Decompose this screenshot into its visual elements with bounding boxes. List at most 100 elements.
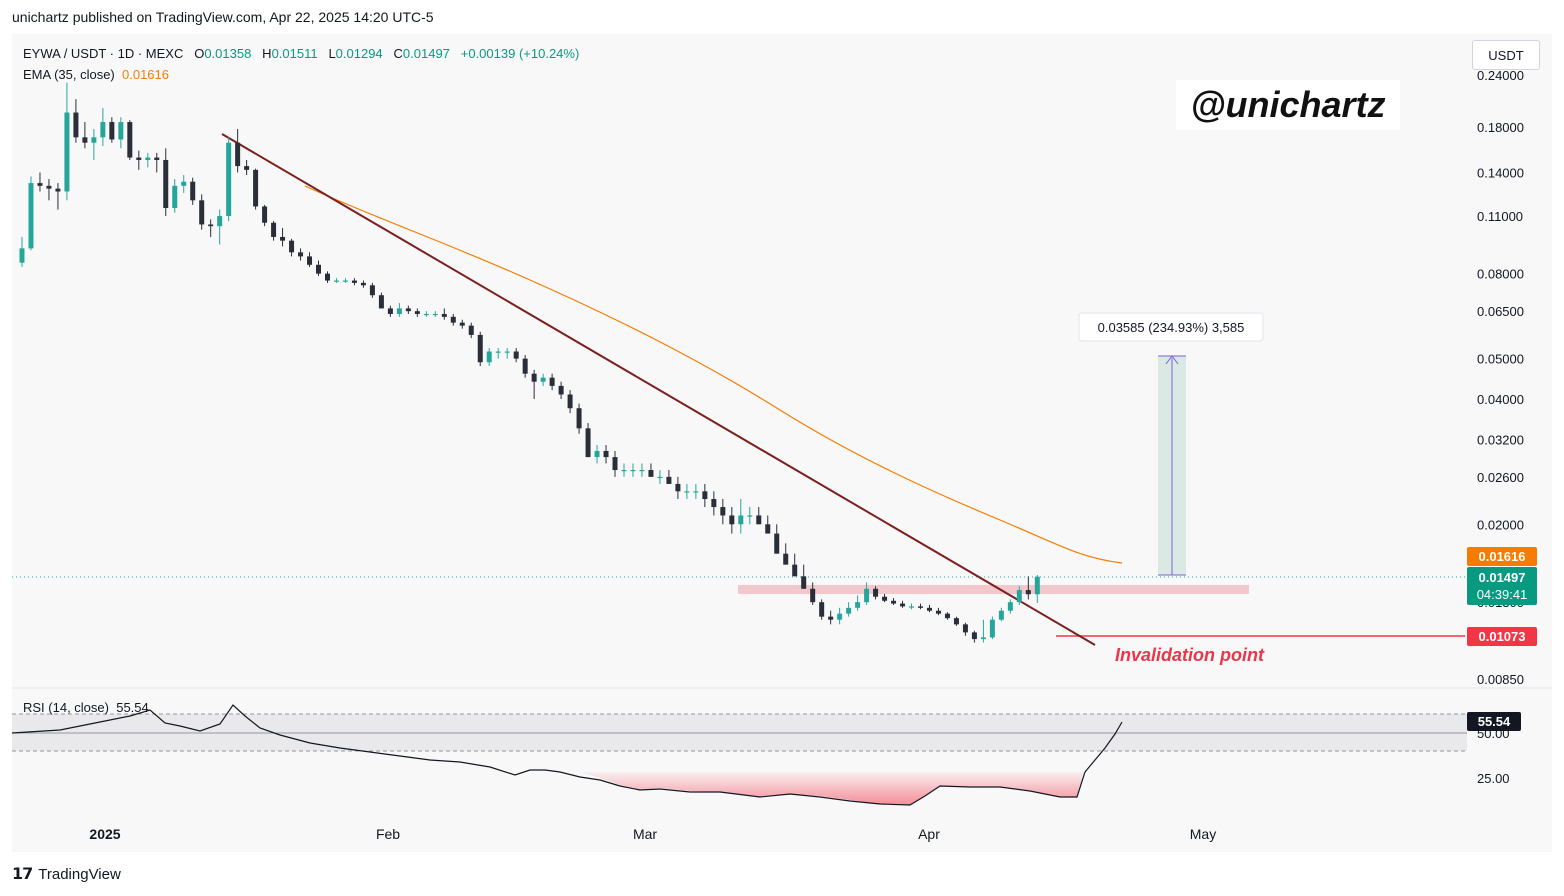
candle[interactable] <box>208 219 214 237</box>
candle[interactable] <box>333 278 339 283</box>
candle[interactable] <box>540 373 546 386</box>
candle[interactable] <box>612 450 618 477</box>
candle[interactable] <box>369 282 375 298</box>
candle[interactable] <box>621 463 627 477</box>
candle[interactable] <box>378 292 384 309</box>
candle[interactable] <box>73 99 79 143</box>
candle[interactable] <box>738 499 744 534</box>
candle[interactable] <box>657 470 663 484</box>
candle[interactable] <box>639 463 645 477</box>
candle[interactable] <box>387 305 393 317</box>
candle[interactable] <box>900 600 906 608</box>
candle[interactable] <box>477 331 483 366</box>
candle[interactable] <box>774 524 780 554</box>
footer-brand[interactable]: TradingView <box>38 865 121 883</box>
candle[interactable] <box>935 607 941 616</box>
candle[interactable] <box>181 175 187 193</box>
candle[interactable] <box>55 183 61 210</box>
candle[interactable] <box>82 122 88 149</box>
candle[interactable] <box>486 348 492 366</box>
candle[interactable] <box>172 179 178 213</box>
candle[interactable] <box>1025 576 1031 600</box>
candle[interactable] <box>163 148 169 217</box>
candle[interactable] <box>405 305 411 314</box>
candle[interactable] <box>441 308 447 320</box>
candle[interactable] <box>837 607 843 625</box>
candle[interactable] <box>244 159 250 176</box>
candle[interactable] <box>846 602 852 617</box>
candle[interactable] <box>513 348 519 363</box>
candle[interactable] <box>711 491 717 516</box>
candle[interactable] <box>603 445 609 464</box>
ema-legend[interactable]: EMA (35, close) 0.01616 <box>23 67 169 82</box>
candle[interactable] <box>459 319 465 329</box>
candle[interactable] <box>504 348 510 359</box>
candle[interactable] <box>576 403 582 434</box>
candle[interactable] <box>801 564 807 589</box>
candle[interactable] <box>702 483 708 508</box>
candle[interactable] <box>109 117 115 143</box>
candle[interactable] <box>909 603 915 610</box>
candle[interactable] <box>792 553 798 577</box>
candle[interactable] <box>199 194 205 230</box>
candle[interactable] <box>226 137 232 222</box>
candle[interactable] <box>989 616 995 640</box>
candle[interactable] <box>423 311 429 317</box>
candle[interactable] <box>262 204 268 227</box>
candle[interactable] <box>307 252 313 267</box>
candle[interactable] <box>280 227 286 247</box>
candle[interactable] <box>765 515 771 534</box>
candle[interactable] <box>891 598 897 605</box>
symbol-label[interactable]: EYWA / USDT · 1D · MEXC <box>23 46 184 61</box>
candle[interactable] <box>855 595 861 611</box>
candle[interactable] <box>190 177 196 205</box>
candle[interactable] <box>324 271 330 283</box>
candle[interactable] <box>46 179 52 201</box>
candle[interactable] <box>531 369 537 399</box>
candle[interactable] <box>684 483 690 500</box>
candle[interactable] <box>235 129 241 173</box>
candle[interactable] <box>828 610 834 625</box>
candle[interactable] <box>926 604 932 613</box>
candle[interactable] <box>342 278 348 283</box>
candle[interactable] <box>648 463 654 477</box>
candle[interactable] <box>91 129 97 160</box>
candle[interactable] <box>783 543 789 565</box>
candle[interactable] <box>136 150 142 170</box>
candle[interactable] <box>756 507 762 525</box>
candle[interactable] <box>37 172 43 192</box>
candle[interactable] <box>720 499 726 525</box>
candle[interactable] <box>432 311 438 317</box>
candle[interactable] <box>747 507 753 525</box>
candle[interactable] <box>971 630 977 643</box>
candle[interactable] <box>127 120 133 160</box>
candle[interactable] <box>944 612 950 620</box>
candle[interactable] <box>28 176 34 251</box>
candle[interactable] <box>585 423 591 458</box>
candle[interactable] <box>666 470 672 484</box>
candle[interactable] <box>316 260 322 276</box>
candle[interactable] <box>980 619 986 643</box>
candle[interactable] <box>729 507 735 534</box>
candle[interactable] <box>253 168 259 210</box>
candle[interactable] <box>962 622 968 636</box>
candle[interactable] <box>154 152 160 173</box>
currency-button[interactable]: USDT <box>1472 40 1540 70</box>
candle[interactable] <box>594 445 600 464</box>
candle[interactable] <box>864 582 870 605</box>
candle[interactable] <box>360 280 366 288</box>
candle[interactable] <box>298 248 304 261</box>
candle[interactable] <box>351 278 357 286</box>
candle[interactable] <box>567 390 573 414</box>
candle[interactable] <box>998 607 1004 622</box>
candle[interactable] <box>450 313 456 326</box>
candle[interactable] <box>100 107 106 147</box>
candle[interactable] <box>1007 599 1013 614</box>
candle[interactable] <box>414 308 420 317</box>
candle[interactable] <box>468 322 474 339</box>
candle[interactable] <box>918 603 923 610</box>
candle[interactable] <box>271 221 277 241</box>
candle[interactable] <box>558 381 564 399</box>
candle[interactable] <box>495 348 501 359</box>
